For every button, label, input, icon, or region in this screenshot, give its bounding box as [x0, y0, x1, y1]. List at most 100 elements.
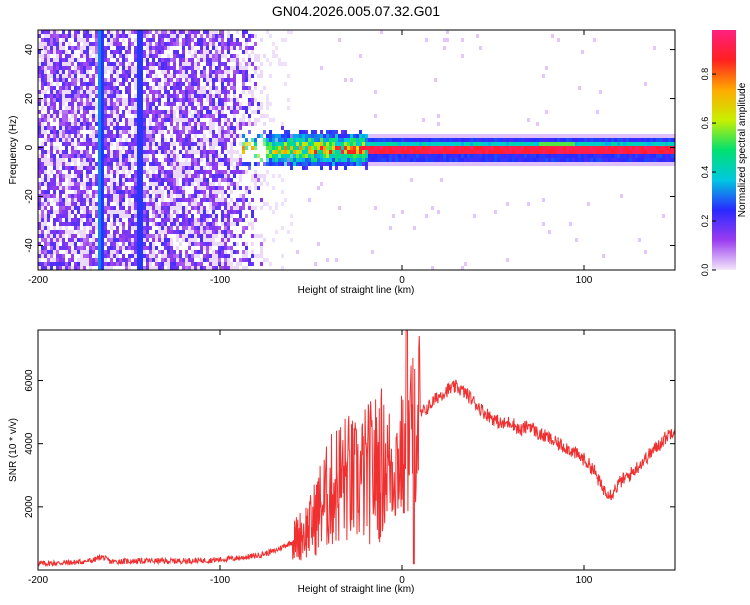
heatmap-cell	[116, 162, 119, 166]
heatmap-cell	[548, 150, 551, 154]
heatmap-cell	[278, 142, 281, 146]
heatmap-cell	[92, 78, 95, 82]
heatmap-cell	[89, 90, 92, 94]
heatmap-cell	[587, 150, 590, 154]
heatmap-cell	[143, 210, 146, 214]
heatmap-cell	[86, 110, 89, 114]
heatmap-cell	[500, 146, 503, 150]
heatmap-cell	[131, 254, 134, 258]
heatmap-cell	[203, 74, 206, 78]
heatmap-cell	[224, 158, 227, 162]
heatmap-cell	[74, 66, 77, 70]
heatmap-cell	[446, 142, 449, 146]
heatmap-cell	[329, 166, 332, 170]
heatmap-cell	[485, 146, 488, 150]
heatmap-cell	[185, 66, 188, 70]
heatmap-cell	[194, 206, 197, 210]
heatmap-cell	[65, 110, 68, 114]
heatmap-cell	[92, 166, 95, 170]
heatmap-cell	[281, 62, 284, 66]
heatmap-cell	[68, 46, 71, 50]
heatmap-cell	[194, 50, 197, 54]
heatmap-cell	[218, 174, 221, 178]
heatmap-cell	[446, 154, 449, 158]
heatmap-cell	[53, 106, 56, 110]
heatmap-cell	[104, 110, 107, 114]
heatmap-cell	[116, 30, 119, 34]
heatmap-cell	[170, 218, 173, 222]
heatmap-cell	[110, 90, 113, 94]
heatmap-cell	[308, 198, 311, 202]
heatmap-cell	[77, 34, 80, 38]
heatmap-cell	[101, 170, 104, 174]
heatmap-cell	[521, 138, 524, 142]
heatmap-cell	[242, 50, 245, 54]
heatmap-cell	[155, 54, 158, 58]
heatmap-cell	[134, 242, 137, 246]
heatmap-cell	[125, 174, 128, 178]
heatmap-cell	[338, 134, 341, 138]
heatmap-cell	[53, 98, 56, 102]
heatmap-cell	[599, 138, 602, 142]
heatmap-cell	[41, 46, 44, 50]
heatmap-cell	[239, 178, 242, 182]
heatmap-cell	[185, 262, 188, 266]
heatmap-cell	[86, 170, 89, 174]
heatmap-cell	[665, 138, 668, 142]
heatmap-cell	[347, 142, 350, 146]
heatmap-cell	[326, 258, 329, 262]
heatmap-cell	[134, 182, 137, 186]
heatmap-cell	[170, 162, 173, 166]
heatmap-cell	[152, 46, 155, 50]
heatmap-cell	[53, 238, 56, 242]
heatmap-cell	[506, 202, 509, 206]
heatmap-cell	[59, 262, 62, 266]
heatmap-cell	[590, 158, 593, 162]
heatmap-cell	[53, 42, 56, 46]
heatmap-cell	[629, 162, 632, 166]
heatmap-cell	[47, 58, 50, 62]
heatmap-cell	[278, 174, 281, 178]
heatmap-cell	[644, 142, 647, 146]
heatmap-cell	[80, 46, 83, 50]
heatmap-cell	[368, 142, 371, 146]
heatmap-cell	[311, 150, 314, 154]
heatmap-cell	[326, 130, 329, 134]
heatmap-cell	[83, 46, 86, 50]
heatmap-cell	[320, 130, 323, 134]
heatmap-cell	[182, 222, 185, 226]
heatmap-cell	[83, 226, 86, 230]
heatmap-cell	[224, 206, 227, 210]
heatmap-cell	[74, 166, 77, 170]
heatmap-cell	[170, 230, 173, 234]
heatmap-cell	[464, 262, 467, 266]
heatmap-cell	[119, 238, 122, 242]
heatmap-cell	[113, 102, 116, 106]
heatmap-cell	[602, 154, 605, 158]
heatmap-cell	[149, 174, 152, 178]
heatmap-cell	[326, 142, 329, 146]
heatmap-cell	[137, 238, 140, 242]
heatmap-cell	[77, 58, 80, 62]
heatmap-cell	[239, 70, 242, 74]
heatmap-cell	[251, 50, 254, 54]
heatmap-cell	[365, 150, 368, 154]
heatmap-cell	[143, 258, 146, 262]
heatmap-cell	[95, 70, 98, 74]
heatmap-cell	[416, 142, 419, 146]
heatmap-cell	[167, 266, 170, 270]
heatmap-cell	[188, 246, 191, 250]
heatmap-cell	[653, 142, 656, 146]
heatmap-cell	[218, 130, 221, 134]
heatmap-cell	[80, 214, 83, 218]
heatmap-cell	[131, 190, 134, 194]
heatmap-cell	[143, 194, 146, 198]
heatmap-cell	[47, 82, 50, 86]
heatmap-cell	[497, 154, 500, 158]
heatmap-cell	[56, 34, 59, 38]
heatmap-cell	[233, 38, 236, 42]
heatmap-cell	[320, 150, 323, 154]
heatmap-cell	[242, 254, 245, 258]
heatmap-cell	[212, 218, 215, 222]
heatmap-cell	[86, 30, 89, 34]
